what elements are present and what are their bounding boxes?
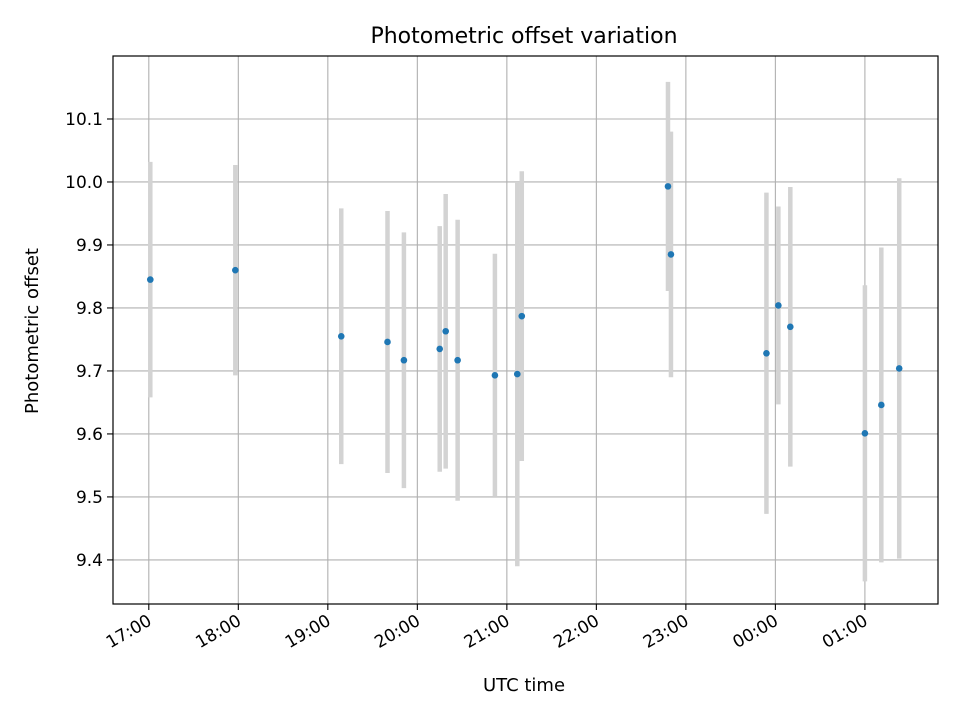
data-point [895,365,903,372]
data-point [861,430,869,437]
y-tick-label: 10.1 [65,110,103,130]
data-point [400,356,408,364]
data-point [787,323,794,331]
plot-area-frame [112,55,939,605]
y-tick-label: 9.7 [76,362,103,382]
data-point [146,276,154,283]
data-point [763,350,770,357]
data-point [232,266,239,274]
y-tick-label: 9.8 [76,299,103,319]
y-tick-label: 9.4 [76,551,103,571]
data-point [664,183,672,190]
y-tick-label: 9.6 [76,425,103,445]
data-point [491,372,499,379]
data-point [518,312,526,320]
y-tick-label: 9.5 [76,488,103,508]
grid [113,56,938,604]
data-point [442,327,449,335]
y-axis-ticks: 9.4 9.5 9.6 9.7 9.8 9.9 10.0 10.1 [65,110,113,571]
data-point [436,345,444,353]
data-point [337,332,345,340]
data-point [775,302,782,309]
y-tick-label: 10.0 [65,173,103,193]
y-tick-label: 9.9 [76,236,103,256]
data-points [146,183,903,437]
data-point [513,370,521,378]
data-point [667,251,675,258]
data-point [384,338,391,346]
y-axis-label: Photometric offset [22,248,43,414]
data-point [454,356,461,364]
chart-title: Photometric offset variation [370,24,677,49]
data-point [878,401,885,409]
x-axis-label: UTC time [483,675,565,696]
